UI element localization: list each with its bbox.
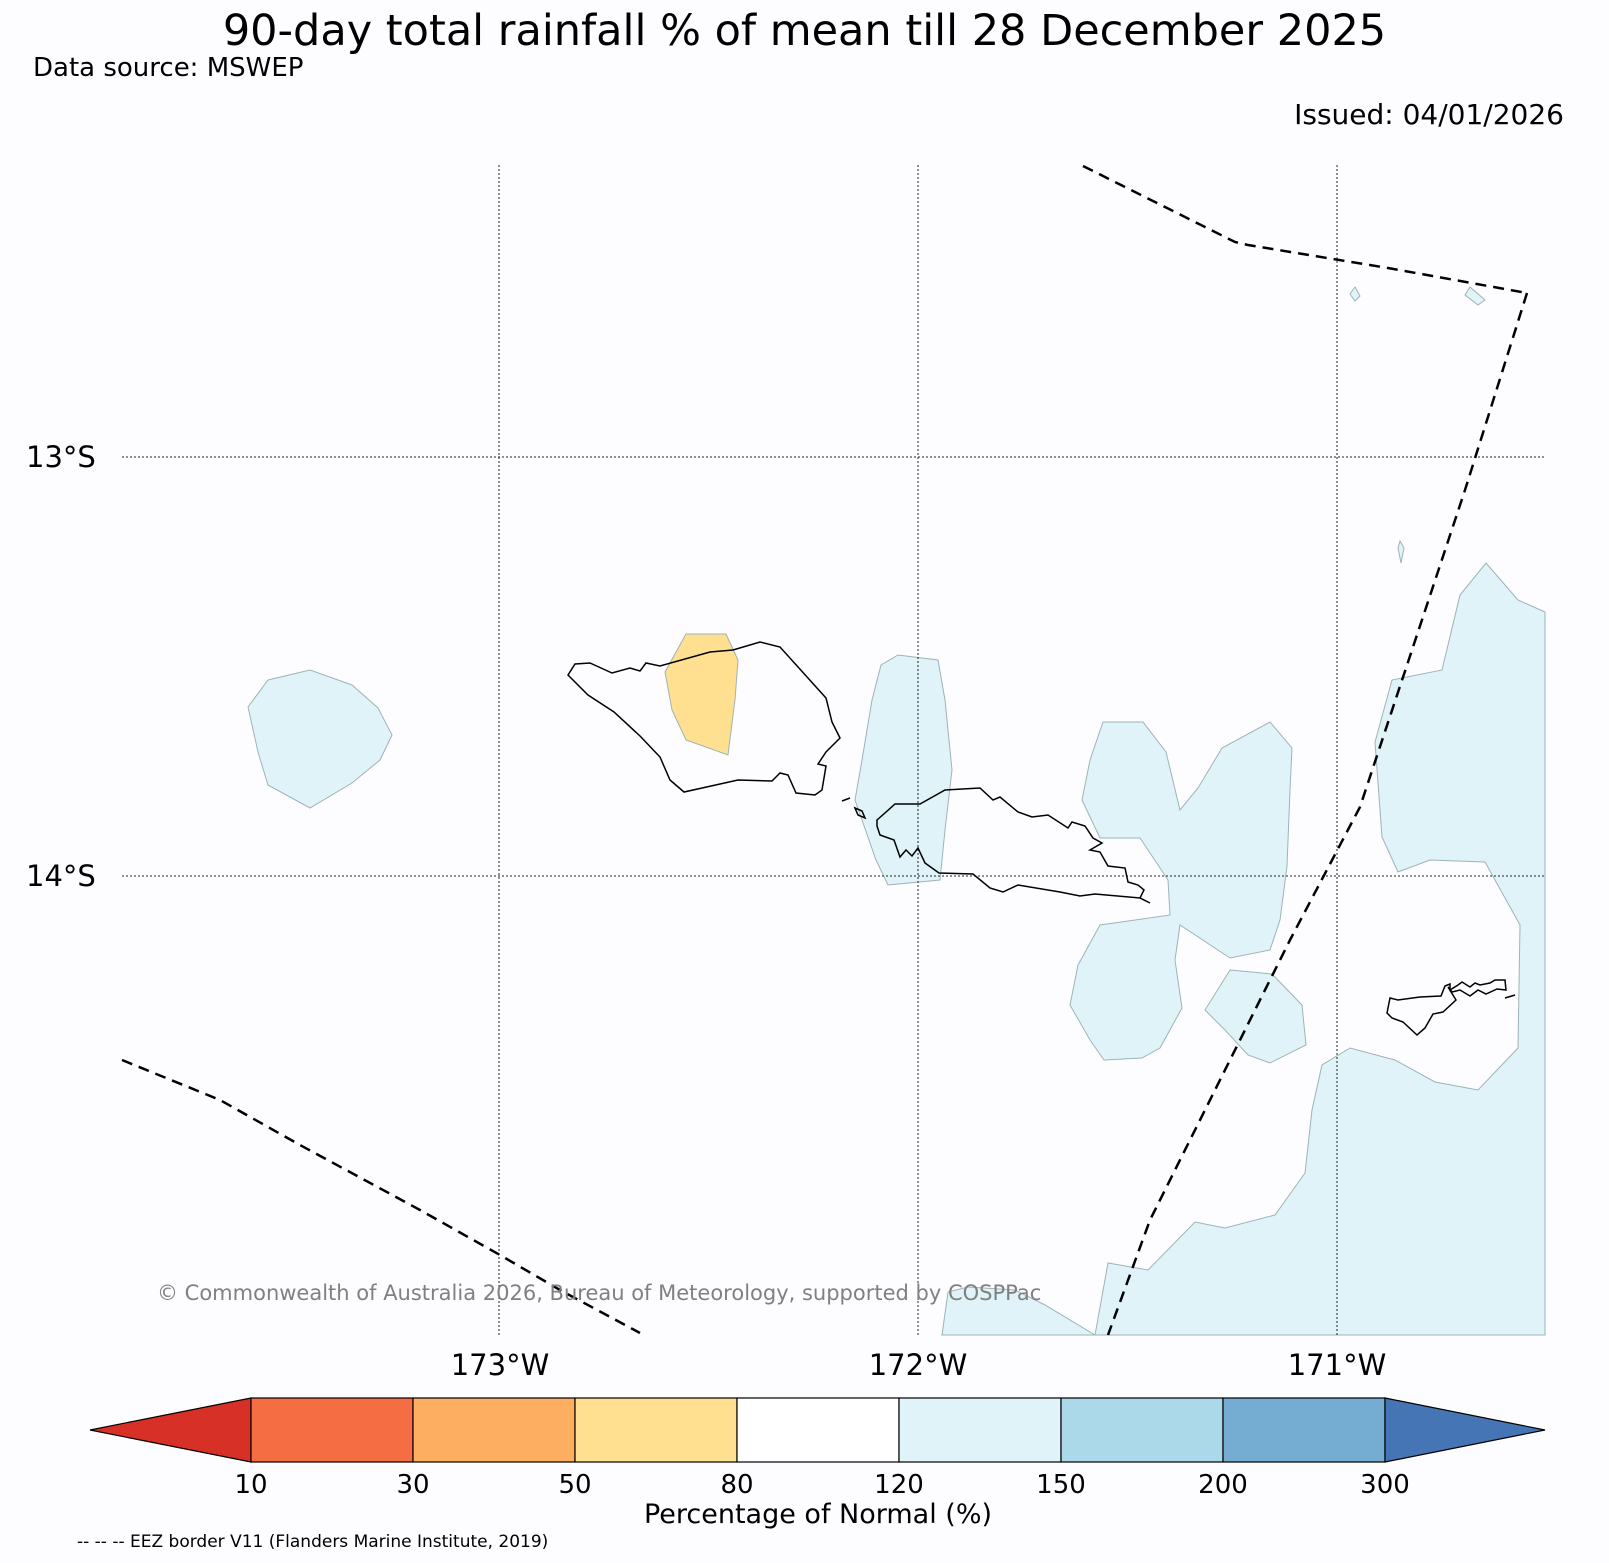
rainfall-regions	[247, 286, 1546, 1336]
region-islet-1	[1349, 286, 1361, 302]
copyright-notice: © Commonwealth of Australia 2026, Bureau…	[157, 1281, 1042, 1305]
eez-legend-note: -- -- -- EEZ border V11 (Flanders Marine…	[77, 1532, 549, 1552]
coastline-tutuila	[1386, 979, 1507, 1037]
colorbar-tick-150: 150	[1036, 1470, 1086, 1500]
region-south-edge	[941, 1286, 1097, 1336]
region-west-ocean	[247, 669, 393, 809]
data-source: Data source: MSWEP	[33, 53, 304, 83]
map-title: 90-day total rainfall % of mean till 28 …	[222, 6, 1387, 56]
region-islet-2	[1464, 286, 1486, 306]
coastline-fragment-2	[1139, 897, 1151, 904]
colorbar	[89, 1397, 1546, 1463]
coastline-upolu	[876, 787, 1145, 899]
lat-labels: 13°S 14°S	[26, 440, 96, 893]
colorbar-bin-120-150	[898, 1397, 1062, 1463]
colorbar-bin-50-80	[574, 1397, 738, 1463]
colorbar-bin-30-50	[412, 1397, 576, 1463]
colorbar-tick-10: 10	[234, 1470, 267, 1500]
lon-label-173w: 173°W	[451, 1348, 550, 1382]
lat-label-14s: 14°S	[26, 859, 96, 893]
region-tutuila-east	[1094, 562, 1546, 1336]
coastline-manono	[853, 806, 867, 820]
eez-border-north	[1082, 164, 1528, 295]
colorbar-over-arrow	[1384, 1397, 1546, 1463]
region-upolu-east	[1069, 721, 1293, 1061]
region-islet-3	[1397, 539, 1405, 564]
colorbar-tick-120: 120	[874, 1470, 924, 1500]
colorbar-bin-200-300	[1222, 1397, 1386, 1463]
eez-border-southwest	[121, 1058, 641, 1335]
colorbar-tick-300: 300	[1360, 1470, 1410, 1500]
region-upolu-west	[854, 654, 953, 886]
lon-label-171w: 171°W	[1288, 1348, 1387, 1382]
eez-border-east	[1106, 292, 1529, 1336]
coastline-savaii	[567, 641, 841, 796]
issued-date: Issued: 04/01/2026	[1294, 98, 1564, 131]
colorbar-tick-80: 80	[720, 1470, 753, 1500]
coastline-fragment-3	[1504, 994, 1516, 999]
colorbar-ticks: 10 30 50 80 120 150 200 300	[234, 1470, 1409, 1500]
eez-borders	[121, 164, 1529, 1336]
colorbar-under-arrow	[89, 1397, 252, 1463]
region-savaii	[664, 633, 739, 756]
colorbar-bin-80-120	[736, 1397, 900, 1463]
lat-label-13s: 13°S	[26, 440, 96, 474]
coastline-fragment-1	[841, 797, 851, 802]
colorbar-bin-150-200	[1060, 1397, 1224, 1463]
colorbar-tick-30: 30	[396, 1470, 429, 1500]
region-south-island	[1204, 969, 1307, 1064]
colorbar-tick-50: 50	[558, 1470, 591, 1500]
coastlines	[567, 641, 1516, 1037]
colorbar-tick-200: 200	[1198, 1470, 1248, 1500]
colorbar-label: Percentage of Normal (%)	[644, 1499, 992, 1530]
lon-labels: 173°W 172°W 171°W	[451, 1348, 1387, 1382]
colorbar-bin-10-30	[250, 1397, 414, 1463]
lon-label-172w: 172°W	[869, 1348, 968, 1382]
gridlines	[122, 165, 1545, 1335]
